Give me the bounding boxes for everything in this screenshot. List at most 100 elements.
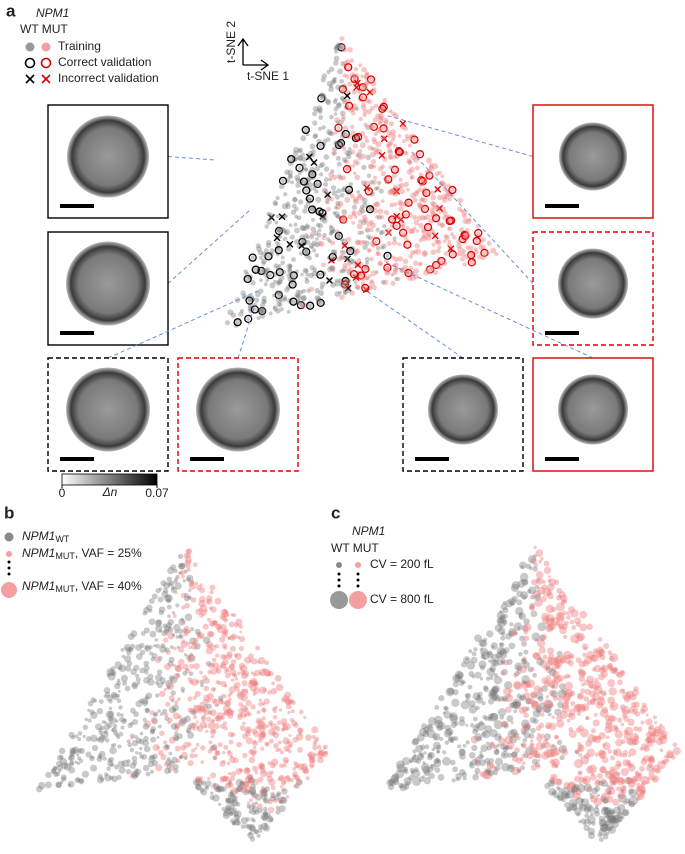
scatter-point [536, 577, 544, 585]
scatter-point [390, 280, 396, 286]
scatter-point [488, 692, 495, 700]
scatter-point [372, 207, 379, 214]
scatter-point [521, 594, 527, 600]
scatter-point [490, 713, 499, 721]
scatter-point [563, 599, 568, 604]
scatter-point [594, 780, 601, 787]
scatter-point [631, 689, 639, 697]
scatter-point [545, 604, 554, 614]
scatter-point [319, 281, 326, 288]
scatter-point [223, 809, 227, 813]
scatter-point [207, 776, 211, 781]
scatter-point [248, 756, 255, 764]
scatter-point [172, 712, 180, 720]
scatter-point [221, 615, 228, 622]
scatter-point [451, 698, 460, 707]
scatter-point [548, 668, 557, 677]
scatter-point [308, 272, 315, 279]
scatter-point [210, 668, 218, 675]
scatter-point [629, 693, 637, 701]
scatter-point [635, 772, 640, 777]
scatter-point [434, 239, 439, 244]
scatter-point [601, 756, 609, 764]
scatter-point [521, 640, 527, 647]
scatter-point [197, 708, 203, 714]
scatter-point [530, 764, 538, 771]
scatter-point [261, 794, 267, 800]
scatter-point [339, 269, 344, 274]
scatter-point [542, 616, 550, 625]
scatter-point [340, 43, 346, 49]
scatter-point [536, 657, 544, 666]
scatter-point [283, 192, 288, 197]
validation-marker [422, 188, 431, 198]
scatter-point [569, 802, 578, 811]
scatter-point [212, 619, 218, 626]
scatter-point [361, 164, 367, 170]
scatter-point [540, 596, 547, 603]
scatter-point [249, 798, 253, 802]
scatter-point [535, 577, 541, 583]
scatter-point [408, 161, 412, 165]
scatter-point [429, 266, 433, 270]
scatter-point [404, 134, 409, 139]
scatter-point [309, 754, 315, 761]
scatter-point [263, 812, 271, 820]
validation-marker [379, 124, 388, 133]
scatter-point [178, 618, 186, 626]
scatter-point [287, 173, 293, 179]
scatter-point [261, 725, 266, 730]
scatter-point [184, 625, 190, 631]
scatter-point [184, 602, 190, 609]
scatter-point [473, 247, 478, 252]
scatter-point [562, 695, 570, 703]
scatter-point [238, 782, 246, 790]
scatter-point [533, 562, 539, 568]
scatter-point [417, 187, 422, 192]
scatter-point [207, 617, 212, 623]
scatter-point [221, 700, 225, 705]
scatter-point [221, 786, 227, 792]
validation-marker [383, 251, 392, 260]
scatter-point [601, 706, 609, 714]
scatter-point [173, 579, 178, 584]
scatter-point [211, 728, 216, 734]
scatter-point [640, 775, 650, 785]
scatter-point [378, 113, 384, 118]
scatter-point [200, 745, 206, 751]
scatter-point [423, 269, 430, 276]
scatter-point [418, 776, 425, 783]
scatter-point [133, 664, 140, 671]
scatter-point [566, 654, 571, 659]
scatter-point [265, 815, 274, 823]
scatter-point [545, 624, 554, 633]
scatter-point [631, 778, 637, 784]
scatter-point [341, 100, 346, 105]
scatter-point [229, 789, 234, 794]
scatter-point [207, 748, 213, 754]
scatter-point [274, 705, 278, 710]
scatter-point [190, 678, 199, 686]
validation-marker [358, 83, 367, 92]
scatter-point [249, 294, 254, 300]
scatter-point [431, 205, 436, 210]
scatter-point [227, 772, 231, 776]
validation-marker [380, 135, 388, 143]
scatter-point [309, 756, 315, 763]
scatter-point [219, 636, 226, 643]
scatter-point [607, 815, 617, 824]
scatter-point [566, 806, 572, 812]
scatter-point [494, 749, 500, 755]
scatter-point [270, 785, 276, 791]
scatter-point [316, 744, 322, 750]
scatter-point [167, 660, 174, 667]
scatter-point [265, 242, 272, 249]
scatter-point [626, 776, 631, 781]
scatter-point [183, 569, 188, 574]
scatter-point [187, 629, 191, 634]
scatter-point [616, 771, 621, 776]
scatter-point [200, 780, 207, 786]
scatter-point [494, 765, 501, 772]
scatter-point [598, 819, 606, 827]
scatter-point [193, 704, 198, 710]
